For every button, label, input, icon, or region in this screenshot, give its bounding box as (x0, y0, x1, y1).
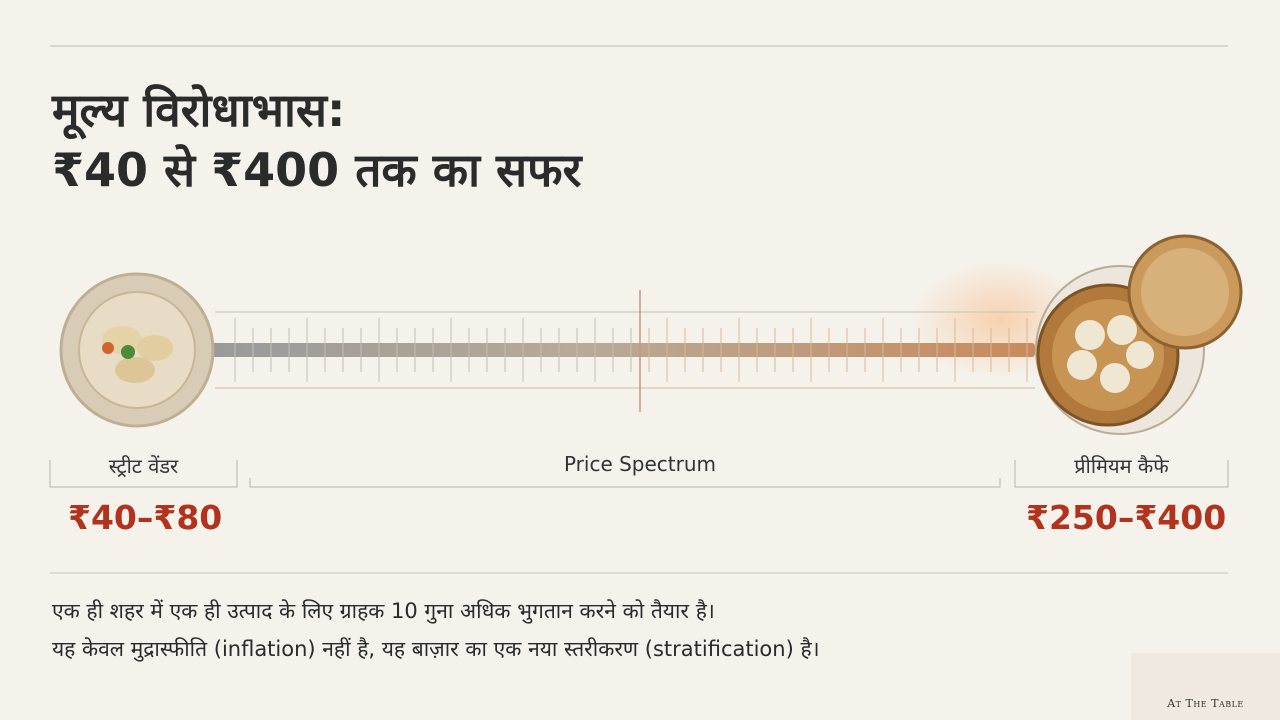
logo-text: At The Table (1167, 697, 1244, 710)
left-price: ₹40–₹80 (68, 498, 223, 537)
title-line: मूल्य विरोधाभास: (52, 83, 346, 137)
title-line: ₹40 से ₹400 तक का सफर (52, 143, 582, 197)
brackets (49, 460, 1229, 488)
cafe-steamer (1035, 234, 1243, 435)
street-plate (59, 272, 215, 428)
logo: At The Table (1131, 653, 1280, 720)
left-label: स्ट्रीट वेंडर (108, 454, 179, 478)
right-label: प्रीमियम कैफे (1074, 454, 1169, 478)
title: मूल्य विरोधाभास: ₹40 से ₹400 तक का सफर (52, 80, 581, 200)
body-line: एक ही शहर में एक ही उत्पाद के लिए ग्राहक… (52, 599, 715, 623)
body-text: एक ही शहर में एक ही उत्पाद के लिए ग्राहक… (52, 592, 820, 668)
ruler (210, 260, 1090, 412)
body-line: यह केवल मुद्रास्फीति (inflation) नहीं है… (52, 637, 820, 661)
right-price: ₹250–₹400 (1026, 498, 1227, 537)
middle-label: Price Spectrum (563, 452, 717, 476)
